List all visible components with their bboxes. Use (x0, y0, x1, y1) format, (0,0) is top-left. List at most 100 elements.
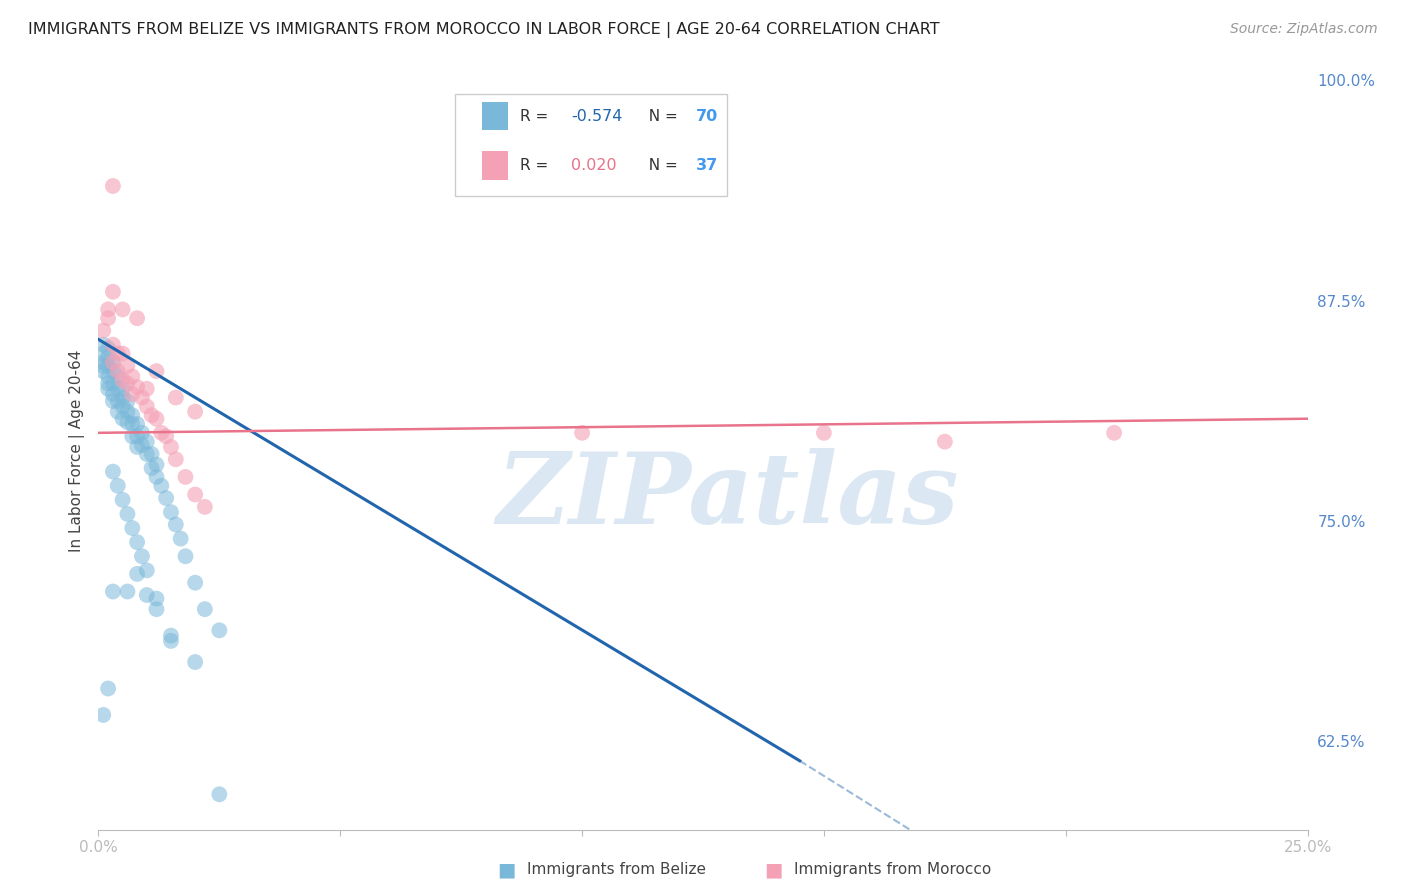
Point (107, 382, 129, 396)
Point (208, 787, 231, 801)
Point (101, 394, 124, 409)
Text: ■: ■ (763, 860, 783, 880)
Point (121, 417, 143, 431)
Point (145, 470, 167, 484)
Point (101, 355, 124, 369)
Text: R =: R = (520, 158, 554, 173)
Text: R =: R = (520, 109, 554, 124)
Point (160, 505, 183, 519)
Point (131, 391, 153, 405)
Point (111, 302, 134, 317)
Point (121, 369, 143, 384)
Text: ■: ■ (496, 860, 516, 880)
Point (117, 507, 139, 521)
Text: -0.574: -0.574 (571, 109, 623, 124)
Point (127, 566, 149, 581)
Point (97, 350, 120, 364)
Point (107, 405, 129, 419)
Point (145, 591, 167, 606)
Point (91, 364, 114, 378)
Point (934, 434, 956, 449)
Point (91, 355, 114, 369)
Point (111, 382, 134, 396)
Point (135, 434, 157, 449)
Point (117, 394, 139, 409)
Point (107, 394, 129, 409)
Point (97, 302, 120, 317)
Point (145, 458, 167, 472)
Point (145, 364, 167, 378)
Point (117, 359, 139, 373)
Point (194, 602, 217, 616)
Point (127, 417, 149, 431)
Point (141, 447, 163, 461)
Text: Immigrants from Morocco: Immigrants from Morocco (794, 863, 991, 877)
Point (111, 373, 134, 387)
Point (101, 285, 124, 299)
Point (101, 364, 124, 378)
Point (117, 415, 139, 429)
Point (107, 364, 129, 378)
Point (97, 359, 120, 373)
Point (111, 411, 134, 425)
Point (208, 624, 231, 638)
Text: 70: 70 (696, 109, 718, 124)
Point (571, 425, 593, 440)
Point (127, 535, 149, 549)
Point (184, 655, 207, 669)
Point (101, 584, 124, 599)
Point (174, 549, 197, 564)
Point (127, 429, 149, 443)
Point (127, 440, 149, 454)
Point (111, 346, 134, 360)
Point (184, 575, 207, 590)
Point (101, 387, 124, 401)
Point (194, 500, 217, 514)
Point (121, 387, 143, 401)
Point (155, 429, 177, 443)
Point (97, 311, 120, 326)
Bar (482, 102, 509, 130)
Point (184, 487, 207, 501)
Point (160, 440, 183, 454)
Point (121, 408, 143, 422)
Point (813, 425, 835, 440)
Point (101, 355, 124, 369)
Point (117, 376, 139, 391)
Point (117, 405, 139, 419)
Y-axis label: In Labor Force | Age 20-64: In Labor Force | Age 20-64 (69, 350, 84, 551)
Point (91, 708, 114, 723)
Text: Source: ZipAtlas.com: Source: ZipAtlas.com (1230, 22, 1378, 37)
Point (131, 425, 153, 440)
Point (184, 405, 207, 419)
Point (131, 549, 153, 564)
Point (97, 681, 120, 696)
Point (117, 584, 139, 599)
Point (155, 491, 177, 505)
Point (150, 479, 173, 493)
Point (101, 178, 124, 193)
Point (165, 391, 187, 405)
Point (111, 391, 134, 405)
Point (145, 411, 167, 425)
Point (141, 408, 163, 422)
Point (160, 629, 183, 643)
Text: N =: N = (638, 158, 682, 173)
Text: 37: 37 (696, 158, 718, 173)
Point (101, 337, 124, 351)
Text: N =: N = (638, 109, 682, 124)
Point (169, 532, 191, 546)
Point (145, 602, 167, 616)
Point (97, 341, 120, 355)
Text: IMMIGRANTS FROM BELIZE VS IMMIGRANTS FROM MOROCCO IN LABOR FORCE | AGE 20-64 COR: IMMIGRANTS FROM BELIZE VS IMMIGRANTS FRO… (28, 22, 939, 38)
Point (91, 346, 114, 360)
Point (91, 359, 114, 373)
Point (111, 400, 134, 414)
Point (107, 369, 129, 384)
Point (165, 452, 187, 467)
Point (91, 337, 114, 351)
Point (165, 517, 187, 532)
Bar (482, 151, 509, 180)
Text: ZIPatlas: ZIPatlas (496, 448, 959, 544)
Point (1102, 425, 1125, 440)
